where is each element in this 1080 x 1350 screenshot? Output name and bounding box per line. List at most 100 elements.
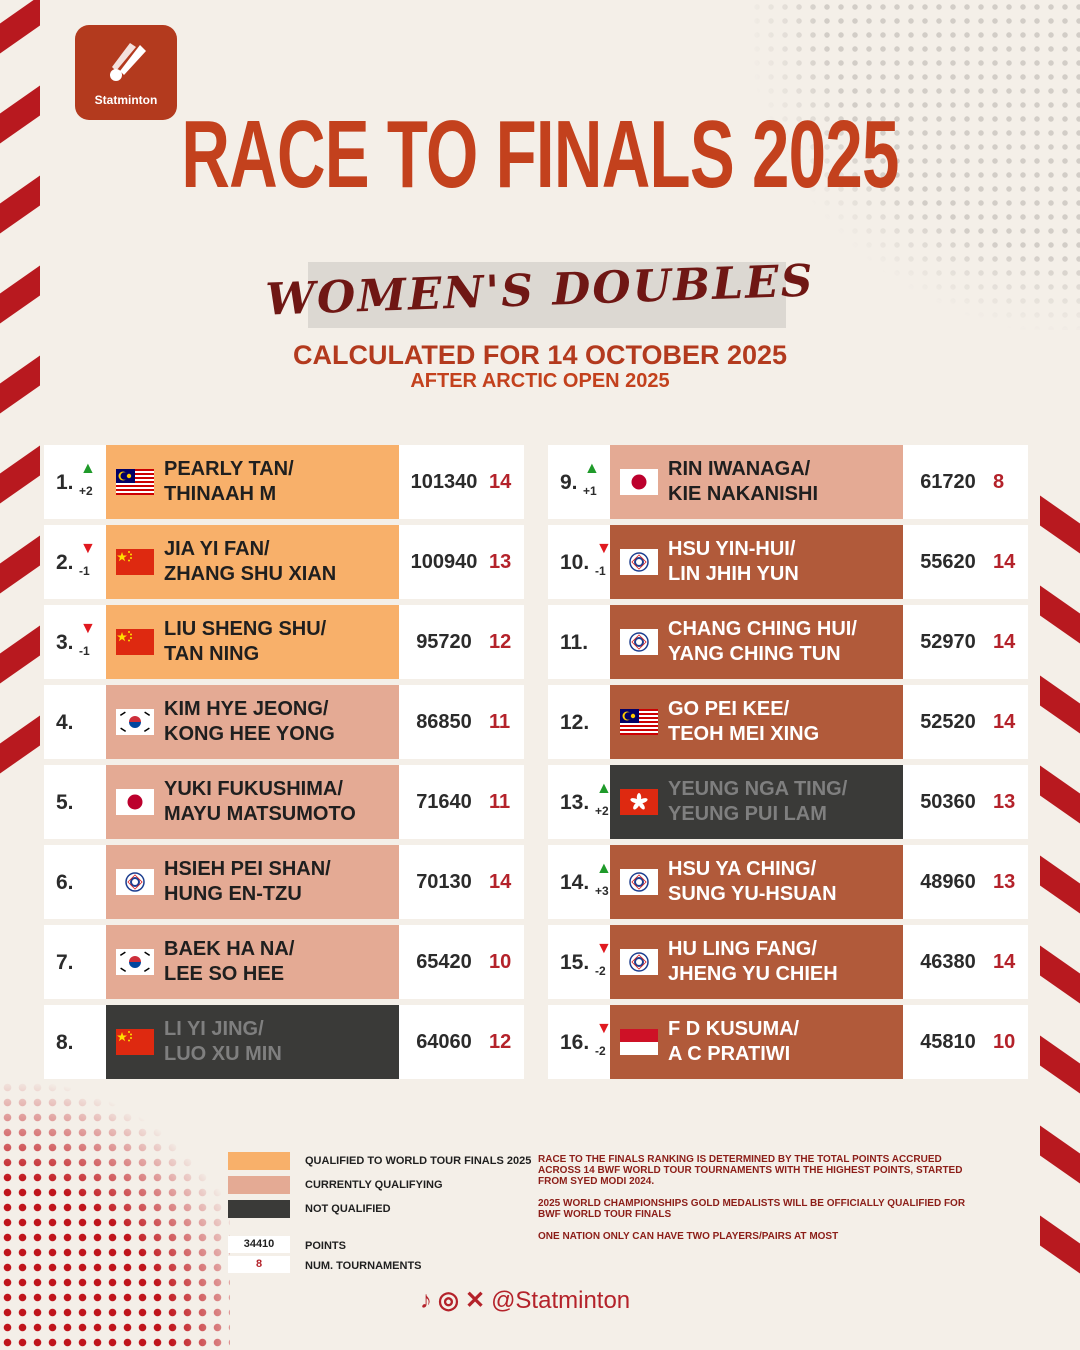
points-cell: 65420: [399, 925, 489, 999]
right-stripe: [1040, 585, 1080, 665]
tournaments-cell: 13: [993, 845, 1028, 919]
ranking-row: 13. ▲ +2 YEUNG NGA TING/YEUNG PUI LAM 50360 1…: [548, 765, 1028, 839]
player-name: KONG HEE YONG: [164, 723, 335, 745]
flag-malaysia-icon: [620, 709, 658, 735]
legend-not-qualified-label: NOT QUALIFIED: [305, 1203, 391, 1215]
points-cell: 52520: [903, 685, 993, 759]
rank-change: +3: [595, 884, 609, 898]
x-icon[interactable]: ✕: [464, 1287, 486, 1314]
pair-cell: F D KUSUMA/A C PRATIWI: [610, 1005, 903, 1079]
pair-cell: BAEK HA NA/LEE SO HEE: [106, 925, 399, 999]
player-name: HUNG EN-TZU: [164, 883, 302, 905]
note: RACE TO THE FINALS RANKING IS DETERMINED…: [538, 1154, 963, 1187]
rank-change: +1: [583, 484, 597, 498]
flag-japan-icon: [620, 469, 658, 495]
tournaments-cell: 13: [489, 525, 524, 599]
pair-cell: LIU SHENG SHU/TAN NING: [106, 605, 399, 679]
legend-points-label: POINTS: [305, 1240, 346, 1252]
ranking-row: 4. KIM HYE JEONG/KONG HEE YONG 86850 11: [44, 685, 524, 759]
rank-cell: 4.: [44, 685, 106, 759]
ranking-row: 7. BAEK HA NA/LEE SO HEE 65420 10: [44, 925, 524, 999]
right-stripe: [1040, 1215, 1080, 1295]
player-name: JHENG YU CHIEH: [668, 963, 838, 985]
subtitle-brush-background: [308, 262, 786, 328]
rank-cell: 14. ▲ +3: [548, 845, 612, 919]
left-stripe: [0, 625, 40, 705]
rank-cell: 3. ▼ -1: [44, 605, 106, 679]
rank-number: 12.: [560, 711, 590, 734]
legend-swatch-qualifying: [228, 1176, 290, 1194]
ranking-column-left: 1. ▲ +2 PEARLY TAN/THINAAH M 101340 14 2. ▼ -1 JI…: [44, 445, 524, 1085]
player-name: JIA YI FAN/: [164, 538, 270, 560]
rank-change: -2: [595, 1044, 606, 1058]
right-stripe: [1040, 855, 1080, 935]
points-cell: 86850: [399, 685, 489, 759]
points-cell: 46380: [903, 925, 993, 999]
after-event: AFTER ARCTIC OPEN 2025: [410, 370, 670, 392]
player-name: THINAAH M: [164, 483, 277, 505]
rank-cell: 2. ▼ -1: [44, 525, 106, 599]
decorative-dots-top-right: [750, 0, 1080, 330]
rank-change: -1: [79, 644, 90, 658]
player-name: CHANG CHING HUI/: [668, 618, 857, 640]
tournaments-cell: 11: [489, 685, 524, 759]
rank-number: 10.: [560, 551, 590, 574]
rank-up-icon: ▲: [596, 780, 612, 797]
rank-cell: 13. ▲ +2: [548, 765, 612, 839]
tiktok-icon[interactable]: ♪: [420, 1286, 432, 1314]
ranking-row: 6. HSIEH PEI SHAN/HUNG EN-TZU 70130 14: [44, 845, 524, 919]
rank-number: 8.: [56, 1031, 74, 1054]
rank-number: 3.: [56, 631, 74, 654]
player-name: HSU YIN-HUI/: [668, 538, 796, 560]
pair-cell: YUKI FUKUSHIMA/MAYU MATSUMOTO: [106, 765, 399, 839]
brand-name: Statminton: [94, 93, 158, 107]
player-name: LUO XU MIN: [164, 1043, 282, 1065]
calculated-date: CALCULATED FOR 14 OCTOBER 2025: [292, 340, 788, 370]
tournaments-cell: 10: [993, 1005, 1028, 1079]
ranking-row: 1. ▲ +2 PEARLY TAN/THINAAH M 101340 14: [44, 445, 524, 519]
player-name: F D KUSUMA/: [668, 1018, 800, 1040]
player-name: YEUNG PUI LAM: [668, 803, 827, 825]
player-name: BAEK HA NA/: [164, 938, 295, 960]
pair-cell: RIN IWANAGA/KIE NAKANISHI: [610, 445, 903, 519]
flag-chinese-taipei-icon: [620, 869, 658, 895]
player-name: TAN NING: [164, 643, 260, 665]
flag-chinese-taipei-icon: [620, 629, 658, 655]
rank-down-icon: ▼: [80, 620, 96, 637]
player-name: YUKI FUKUSHIMA/: [164, 778, 343, 800]
social-handle[interactable]: @Statminton: [491, 1286, 631, 1314]
notes: RACE TO THE FINALS RANKING IS DETERMINED…: [538, 1154, 978, 1253]
rank-number: 4.: [56, 711, 74, 734]
player-name: GO PEI KEE/: [668, 698, 790, 720]
ranking-row: 11. CHANG CHING HUI/YANG CHING TUN 52970 14: [548, 605, 1028, 679]
social-bar: ♪ ◎ ✕ @Statminton: [420, 1286, 630, 1315]
player-name: LIN JHIH YUN: [668, 563, 799, 585]
ranking-row: 8. LI YI JING/LUO XU MIN 64060 12: [44, 1005, 524, 1079]
rank-cell: 16. ▼ -2: [548, 1005, 612, 1079]
tournaments-cell: 14: [993, 525, 1028, 599]
instagram-icon[interactable]: ◎: [438, 1287, 459, 1314]
left-stripe: [0, 0, 40, 75]
pair-cell: JIA YI FAN/ZHANG SHU XIAN: [106, 525, 399, 599]
rank-change: -2: [595, 964, 606, 978]
points-cell: 70130: [399, 845, 489, 919]
ranking-row: 15. ▼ -2 HU LING FANG/JHENG YU CHIEH 46380 14: [548, 925, 1028, 999]
rank-down-icon: ▼: [596, 540, 612, 557]
ranking-row: 10. ▼ -1 HSU YIN-HUI/LIN JHIH YUN 55620 14: [548, 525, 1028, 599]
rank-number: 11.: [560, 631, 589, 654]
flag-japan-icon: [116, 789, 154, 815]
rank-cell: 6.: [44, 845, 106, 919]
rank-number: 9.: [560, 471, 578, 494]
decorative-dots-bottom-left: [0, 1050, 230, 1350]
flag-korea-icon: [116, 709, 154, 735]
right-stripe: [1040, 1035, 1080, 1115]
points-cell: 55620: [903, 525, 993, 599]
points-cell: 50360: [903, 765, 993, 839]
flag-chinese-taipei-icon: [620, 949, 658, 975]
pair-cell: LI YI JING/LUO XU MIN: [106, 1005, 399, 1079]
flag-china-icon: [116, 549, 154, 575]
rank-cell: 10. ▼ -1: [548, 525, 612, 599]
pair-cell: GO PEI KEE/TEOH MEI XING: [610, 685, 903, 759]
flag-chinese-taipei-icon: [116, 869, 154, 895]
flag-chinese-taipei-icon: [620, 549, 658, 575]
